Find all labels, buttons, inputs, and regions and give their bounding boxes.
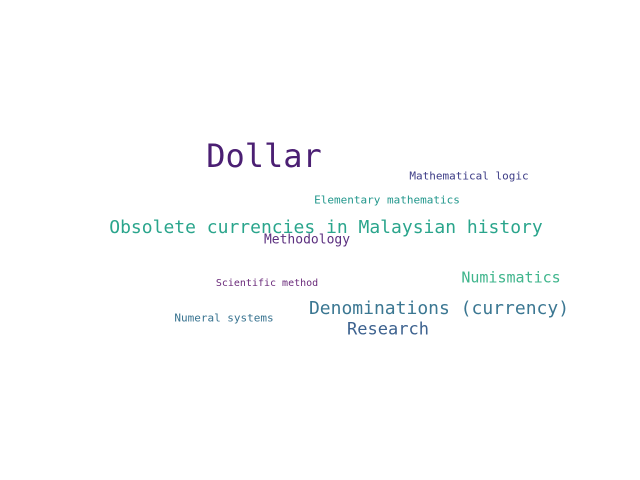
word-denominations-currency: Denominations (currency): [308, 298, 570, 319]
word-dollar: Dollar: [206, 137, 322, 175]
word-research: Research: [347, 319, 429, 340]
word-scientific-method: Scientific method: [215, 278, 319, 289]
word-methodology: Methodology: [263, 232, 351, 248]
word-numismatics: Numismatics: [461, 268, 561, 287]
word-mathematical-logic: Mathematical logic: [409, 169, 529, 183]
word-elementary-mathematics: Elementary mathematics: [314, 193, 460, 207]
word-obsolete-currencies: Obsolete currencies in Malaysian history: [109, 217, 543, 238]
word-numeral-systems: Numeral systems: [174, 311, 274, 325]
